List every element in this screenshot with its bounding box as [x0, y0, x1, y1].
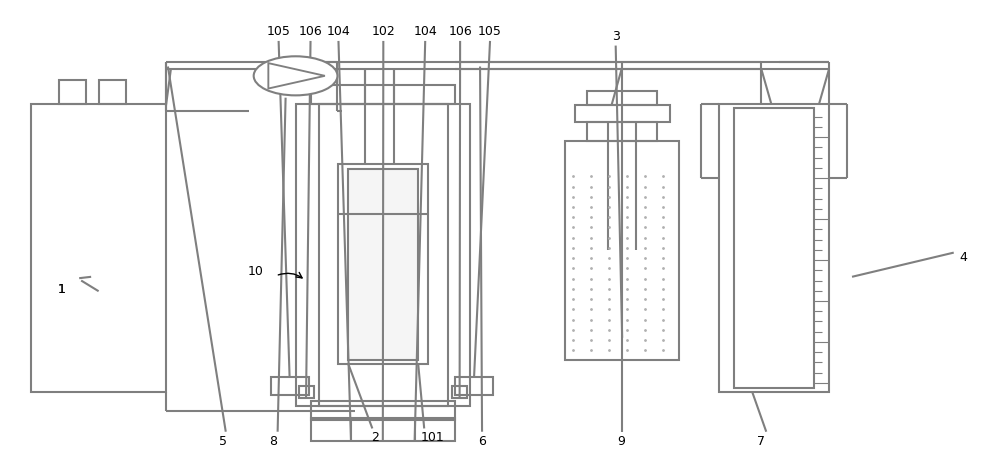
Text: 10: 10 — [248, 265, 264, 278]
Text: 1: 1 — [57, 283, 65, 296]
Text: 8: 8 — [269, 434, 277, 447]
Text: 3: 3 — [612, 30, 620, 43]
Bar — [99, 80, 126, 104]
Bar — [31, 104, 166, 392]
Text: 9: 9 — [618, 434, 626, 447]
Circle shape — [254, 56, 337, 95]
Text: 101: 101 — [420, 431, 444, 444]
Bar — [719, 104, 829, 392]
Text: 105: 105 — [267, 25, 291, 38]
Bar — [319, 104, 448, 406]
Text: 106: 106 — [299, 25, 322, 38]
Bar — [565, 141, 679, 359]
Text: 5: 5 — [219, 434, 227, 447]
Bar — [452, 386, 467, 398]
Bar — [271, 377, 309, 395]
Text: 1: 1 — [57, 283, 65, 296]
Bar — [455, 377, 493, 395]
Bar — [59, 80, 86, 104]
Bar — [311, 85, 455, 104]
Bar — [299, 386, 314, 398]
Text: 102: 102 — [371, 25, 395, 38]
Bar — [575, 105, 670, 122]
Bar — [587, 122, 657, 141]
Text: 105: 105 — [478, 25, 502, 38]
Bar — [311, 418, 455, 441]
Bar — [338, 164, 428, 364]
Bar — [311, 402, 455, 420]
Text: 6: 6 — [478, 434, 486, 447]
Bar — [348, 169, 418, 359]
Bar — [296, 104, 470, 406]
Text: 4: 4 — [960, 251, 968, 264]
Bar — [734, 109, 814, 388]
Text: 104: 104 — [413, 25, 437, 38]
Text: 106: 106 — [448, 25, 472, 38]
Text: 104: 104 — [327, 25, 350, 38]
Text: 7: 7 — [757, 434, 765, 447]
Bar — [587, 91, 657, 105]
Text: 2: 2 — [371, 431, 379, 444]
